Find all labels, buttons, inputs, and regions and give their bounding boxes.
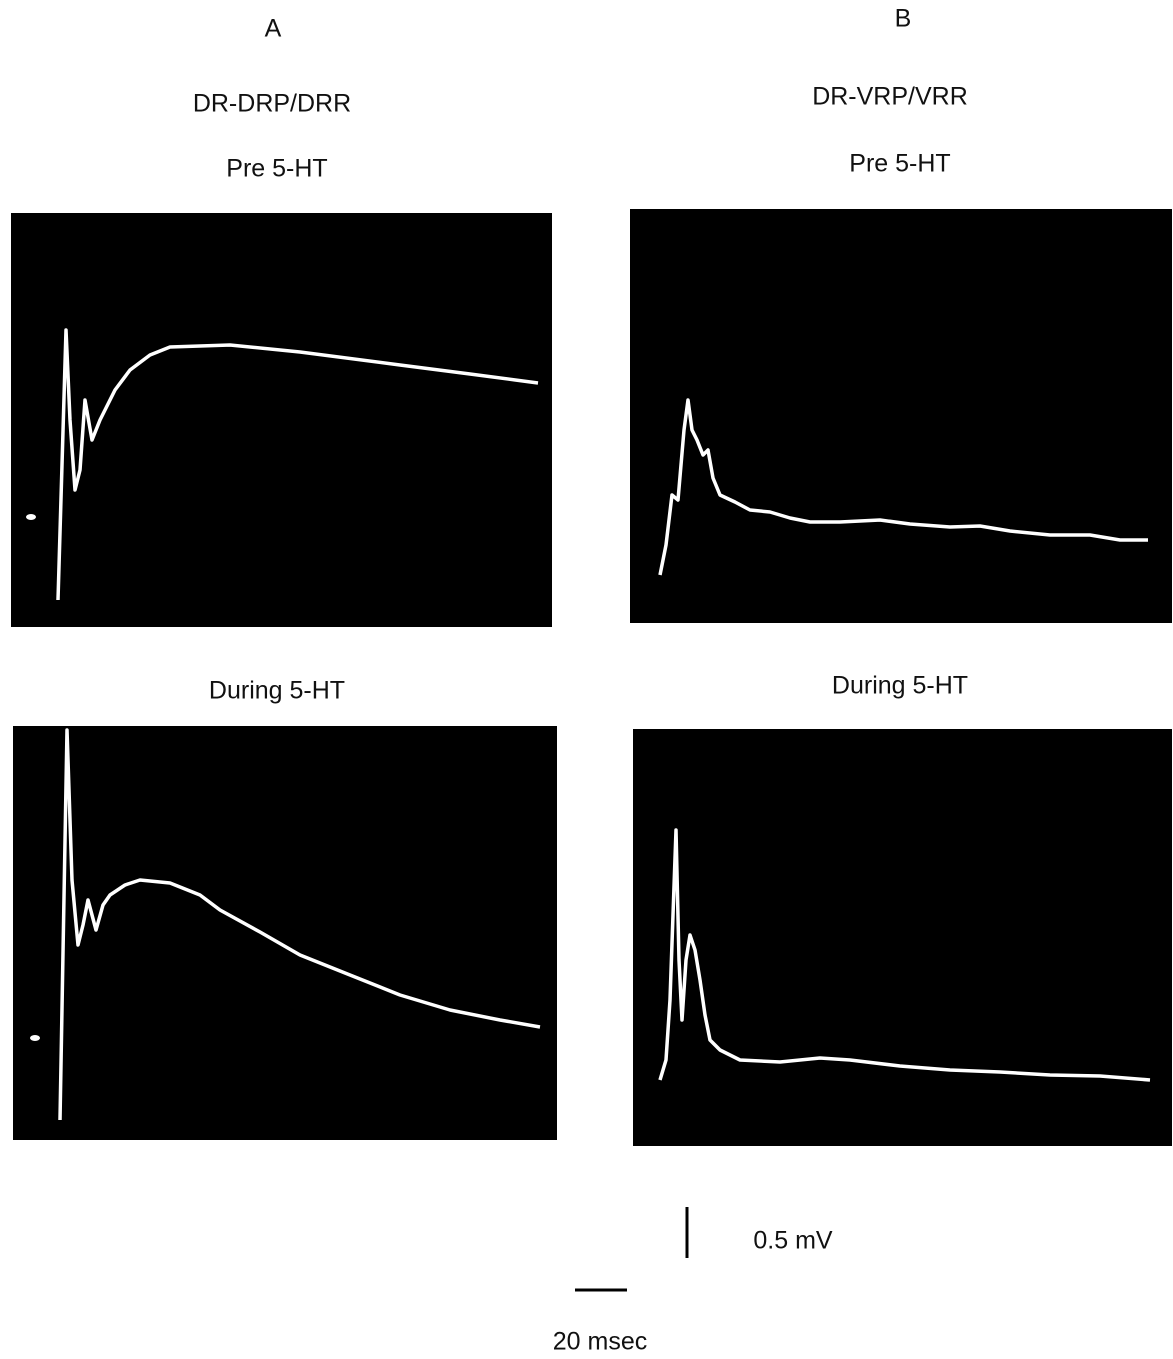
condition-label: Pre 5-HT bbox=[849, 150, 950, 178]
oscilloscope-screen bbox=[633, 729, 1172, 1146]
oscilloscope-screen bbox=[11, 213, 552, 627]
figure: A B DR-DRP/DRR DR-VRP/VRR Pre 5-HT Pre 5… bbox=[0, 0, 1173, 1359]
baseline-dot bbox=[26, 514, 36, 520]
scale-label: 20 msec bbox=[553, 1328, 647, 1356]
scale-label: 0.5 mV bbox=[753, 1227, 833, 1255]
panel-label: A bbox=[265, 15, 282, 43]
panel-label: B bbox=[895, 5, 912, 33]
condition-label: Pre 5-HT bbox=[226, 155, 327, 183]
panel-title: DR-DRP/DRR bbox=[193, 90, 351, 118]
panel-title: DR-VRP/VRR bbox=[812, 83, 968, 111]
condition-label: During 5-HT bbox=[832, 672, 968, 700]
oscilloscope-screen bbox=[13, 726, 557, 1140]
baseline-dot bbox=[30, 1035, 40, 1041]
condition-label: During 5-HT bbox=[209, 677, 345, 705]
oscilloscope-screen bbox=[630, 209, 1172, 623]
